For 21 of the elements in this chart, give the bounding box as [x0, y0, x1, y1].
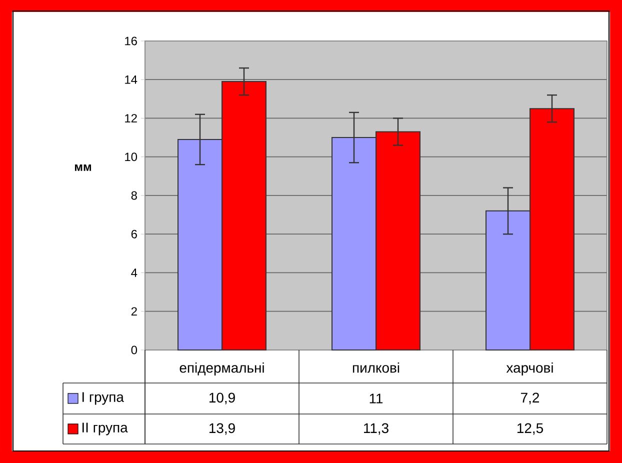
data-label: 12,5 — [517, 423, 543, 435]
y-tick-label: 12 — [125, 114, 137, 122]
data-label: 7,2 — [521, 392, 540, 404]
y-tick-label: 6 — [131, 230, 137, 238]
y-tick-label: 4 — [131, 268, 138, 277]
y-tick-label: 2 — [131, 307, 137, 316]
y-tick-label: 10 — [125, 152, 138, 162]
x-tick-label: харчові — [506, 362, 553, 376]
y-tick-label: 14 — [125, 76, 138, 84]
y-tick-label: 16 — [125, 36, 137, 46]
data-label: 10,9 — [209, 392, 235, 404]
y-tick-label: 8 — [131, 191, 137, 200]
x-tick-label: епідермальні — [180, 362, 264, 376]
y-axis-title: мм — [74, 164, 92, 171]
legend-label: I група — [82, 392, 124, 405]
y-tick-label: 0 — [131, 346, 138, 354]
legend-label: II група — [82, 422, 128, 436]
x-tick-label: пилкові — [352, 362, 400, 373]
data-label: 11 — [370, 394, 383, 404]
data-label: 11,3 — [364, 423, 388, 435]
data-label: 13,9 — [209, 423, 235, 435]
